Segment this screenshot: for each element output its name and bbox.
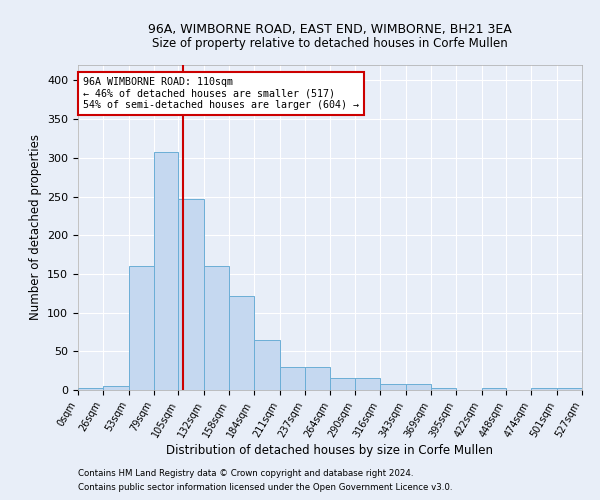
Bar xyxy=(78,388,103,390)
Text: Contains public sector information licensed under the Open Government Licence v3: Contains public sector information licen… xyxy=(78,484,452,492)
Bar xyxy=(178,199,204,390)
Bar xyxy=(103,386,128,390)
Y-axis label: Number of detached properties: Number of detached properties xyxy=(29,134,41,320)
X-axis label: Distribution of detached houses by size in Corfe Mullen: Distribution of detached houses by size … xyxy=(167,444,493,458)
Bar xyxy=(532,388,557,390)
Text: Size of property relative to detached houses in Corfe Mullen: Size of property relative to detached ho… xyxy=(152,38,508,51)
Bar xyxy=(557,388,582,390)
Bar xyxy=(229,296,254,390)
Bar xyxy=(154,152,178,390)
Bar xyxy=(406,384,431,390)
Text: 96A WIMBORNE ROAD: 110sqm
← 46% of detached houses are smaller (517)
54% of semi: 96A WIMBORNE ROAD: 110sqm ← 46% of detac… xyxy=(83,76,359,110)
Bar xyxy=(204,266,229,390)
Bar xyxy=(254,340,280,390)
Bar xyxy=(431,388,456,390)
Bar xyxy=(380,384,406,390)
Bar xyxy=(305,367,331,390)
Bar xyxy=(280,367,305,390)
Bar xyxy=(128,266,154,390)
Text: 96A, WIMBORNE ROAD, EAST END, WIMBORNE, BH21 3EA: 96A, WIMBORNE ROAD, EAST END, WIMBORNE, … xyxy=(148,22,512,36)
Bar xyxy=(355,378,380,390)
Bar xyxy=(331,378,355,390)
Bar xyxy=(482,388,506,390)
Text: Contains HM Land Registry data © Crown copyright and database right 2024.: Contains HM Land Registry data © Crown c… xyxy=(78,468,413,477)
